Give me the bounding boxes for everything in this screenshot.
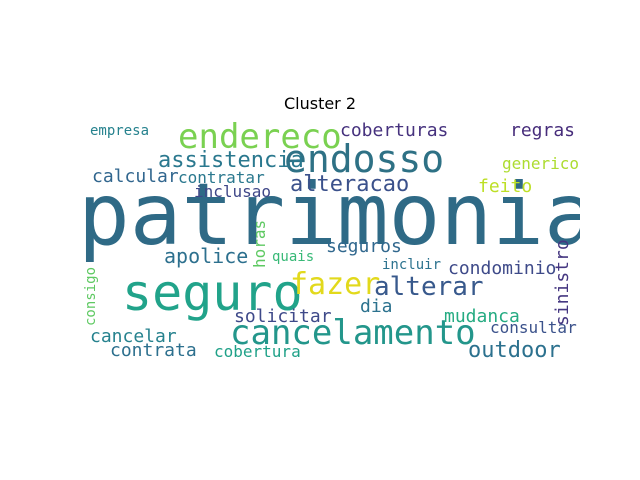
- word: patrimonial: [78, 165, 580, 265]
- word: outdoor: [468, 338, 561, 363]
- word-cloud: patrimonial seguro cancelamento endosso …: [78, 120, 580, 372]
- word: contrata: [110, 340, 197, 361]
- word: alteracao: [290, 172, 410, 197]
- word: horas: [250, 219, 269, 268]
- word: alterar: [374, 272, 484, 302]
- chart-title: Cluster 2: [283, 94, 357, 113]
- word: quais: [272, 249, 315, 265]
- word: cancelamento: [230, 313, 476, 353]
- word: fazer: [290, 267, 381, 302]
- word: apolice: [164, 244, 249, 268]
- word: empresa: [90, 123, 150, 139]
- word: consultar: [490, 318, 577, 337]
- word: seguros: [326, 236, 402, 257]
- word: endosso: [284, 137, 445, 181]
- word: solicitar: [234, 306, 332, 327]
- word: cobertura: [214, 342, 301, 361]
- word: calcular: [92, 166, 179, 187]
- word: seguro: [122, 264, 303, 322]
- word: inclusao: [194, 182, 272, 201]
- word: feito: [478, 176, 533, 197]
- word: condominio: [448, 258, 557, 279]
- word: regras: [510, 120, 576, 141]
- word: consigo: [83, 266, 99, 326]
- word: mudanca: [444, 306, 520, 327]
- word: endereco: [178, 120, 342, 157]
- word: assistencia: [158, 148, 304, 173]
- word: dia: [360, 296, 393, 317]
- word: coberturas: [340, 120, 449, 141]
- word: sinistro: [552, 239, 573, 326]
- word: cancelar: [90, 326, 177, 347]
- word: contratar: [178, 168, 265, 187]
- word: generico: [502, 154, 580, 173]
- word: incluir: [382, 257, 442, 273]
